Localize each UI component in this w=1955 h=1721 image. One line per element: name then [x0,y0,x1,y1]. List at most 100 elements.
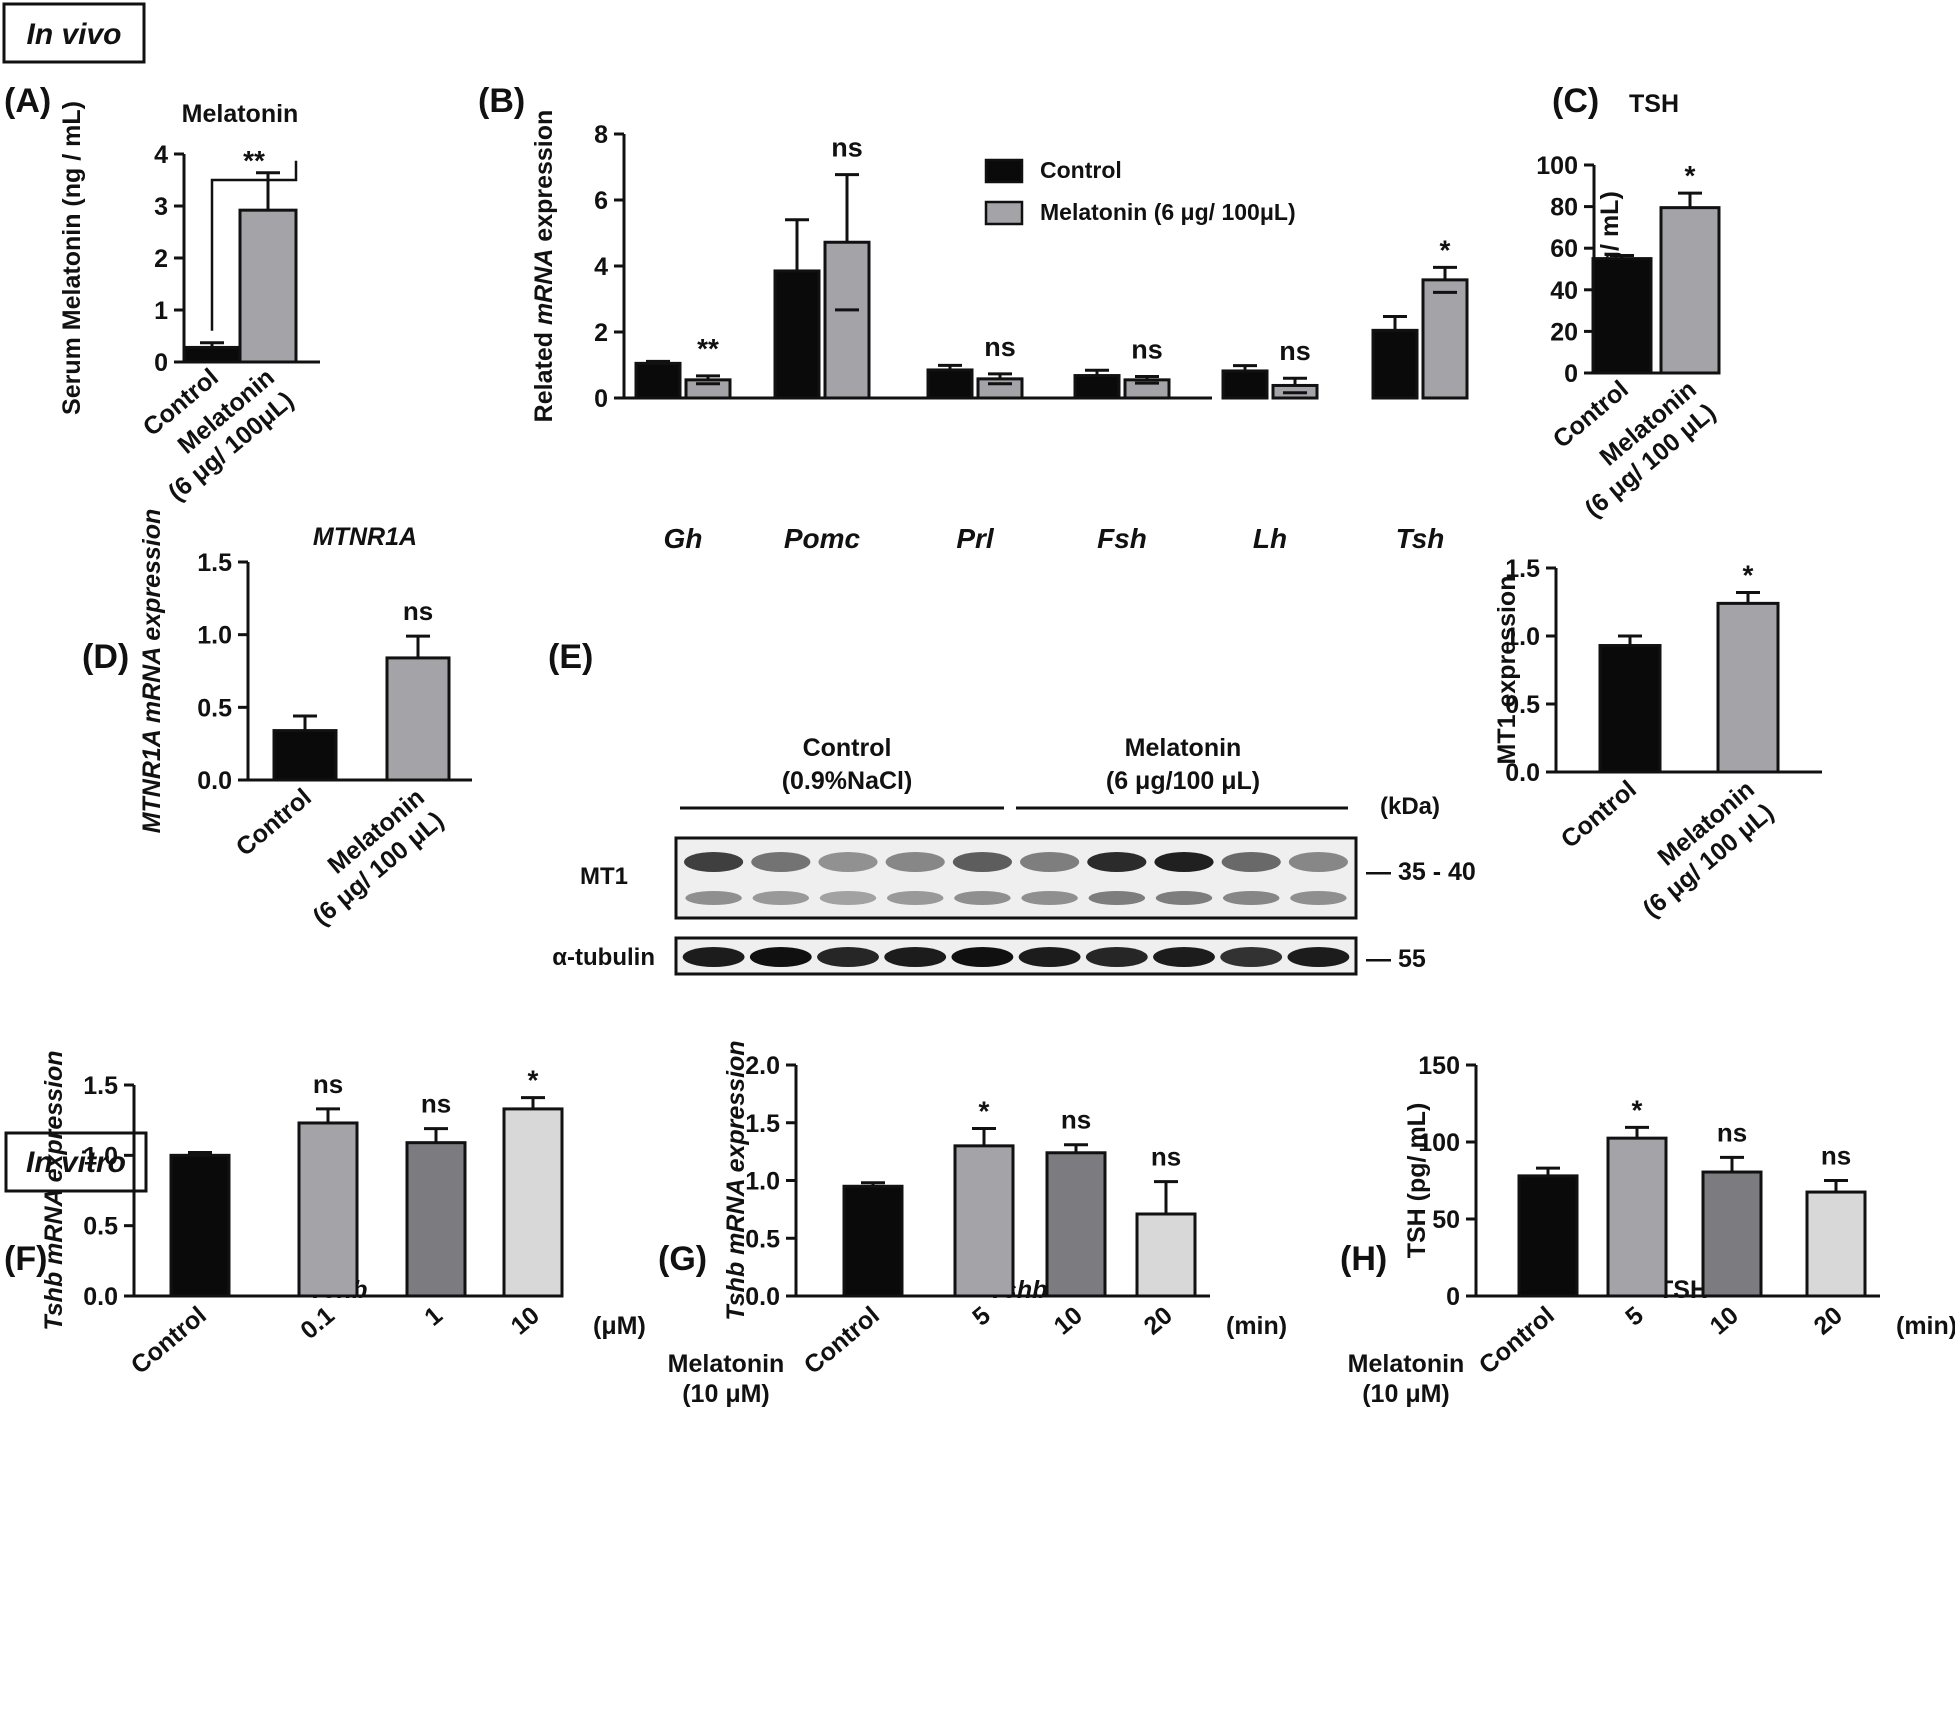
panel-label-e: (E) [548,638,593,676]
y-tick-label-D: 0.0 [197,767,232,795]
category-label-H-0: Control [1474,1301,1560,1380]
y-tick-label-A: 3 [154,193,168,221]
category-label-G-3: 20 [1139,1301,1178,1340]
bar-G-2 [1045,1151,1107,1298]
legend-label-B-0: Control [1040,157,1122,183]
band-mt1-lower [1021,891,1078,905]
y-tick-label-E: 1.5 [1505,555,1540,583]
y-tick-label-B: 6 [594,187,608,215]
category-label-C-1: Melatonin(6 μg/ 100 μL) [1560,375,1721,523]
y-tick-label-B: 2 [594,319,608,347]
category-label-B-0: Gh [664,523,703,554]
band-tubulin [951,947,1014,967]
band-tubulin [1287,947,1350,967]
band-tubulin [682,947,745,967]
category-label-F-3: 10 [506,1301,545,1340]
bar-F-3 [502,1107,564,1298]
significance-H-3: ns [1821,1141,1851,1171]
y-axis-label-B: Related mRNA expression [530,110,558,423]
significance-B-3: ns [1131,335,1163,365]
y-tick-label-C: 0 [1564,360,1578,388]
y-tick-label-G: 1.5 [745,1110,780,1138]
bar-F-0 [169,1153,231,1298]
band-mt1-lower [819,891,877,905]
bar-G-1 [953,1144,1015,1298]
panel-label-d: (D) [82,638,129,676]
band-mt1-lower [1290,891,1347,905]
y-axis-label-D: MTNR1A mRNA expression [138,509,166,834]
band-mt1-upper [818,852,878,872]
in-vitro-label-box: In vitro [4,1131,148,1193]
legend-label-B-1: Melatonin (6 μg/ 100μL) [1040,199,1296,225]
band-mt1-lower [685,891,742,905]
category-label-B-2: Prl [956,523,995,554]
bar-F-2 [405,1141,467,1298]
chart-b-mrna-expression: 0 2 4 6 8 Related mRNA expression ** Gh ns Pomc ns… [530,110,1469,554]
band-mt1-upper [1221,852,1281,872]
blot-row2-kda: — 55 [1366,945,1426,973]
bar-E-0 [1598,644,1662,774]
band-tubulin [884,947,947,967]
significance-bracket-a [210,160,298,331]
in-vivo-label: In vivo [26,18,121,51]
band-mt1-upper [1288,852,1348,872]
legend-swatch-B-1 [984,200,1024,226]
band-mt1-lower [752,891,810,905]
category-label-G-0: Control [799,1301,885,1380]
y-tick-label-E: 1.0 [1505,623,1540,651]
significance-B-0: ** [697,333,719,364]
y-tick-label-E: 0.0 [1505,759,1540,787]
bar-H-3 [1805,1190,1867,1298]
category-label-F-2: 1 [419,1301,448,1331]
y-tick-label-G: 2.0 [745,1052,780,1080]
significance-F-3: * [528,1065,539,1096]
significance-G-1: * [979,1096,990,1127]
significance-D-1: ns [403,596,433,626]
y-tick-label-C: 40 [1550,277,1578,305]
band-tubulin [1085,947,1148,967]
significance-F-2: ns [421,1089,451,1119]
y-tick-label-G: 1.0 [745,1168,780,1196]
y-tick-label-D: 0.5 [197,694,232,722]
bar-B-1-0 [773,269,821,400]
bar-B-1-1 [823,240,871,400]
category-label-E-0: Control [1556,775,1642,854]
bar-F-1 [297,1121,359,1298]
y-tick-label-A: 0 [154,349,168,377]
bar-E-1 [1716,601,1780,774]
group-label-H: Melatonin (10 μM) [1348,1350,1465,1408]
band-mt1-upper [1154,852,1214,872]
blot-row1-kda: — 35 - 40 [1366,858,1476,886]
y-tick-label-B: 8 [594,121,608,149]
bar-H-1 [1606,1136,1668,1298]
panel-label-c: (C) [1552,82,1599,120]
significance-H-2: ns [1717,1117,1747,1147]
significance-E-1: * [1743,559,1754,590]
significance-G-2: ns [1061,1105,1091,1135]
y-tick-label-H: 150 [1418,1052,1460,1080]
group-label-G: Melatonin (10 μM) [668,1350,785,1408]
chart-title-A: Melatonin [182,100,299,128]
category-label-G-1: 5 [967,1301,996,1331]
y-tick-label-C: 80 [1550,194,1578,222]
significance-B-4: ns [1279,336,1311,366]
category-label-F-1: 0.1 [295,1301,340,1345]
category-label-D-0: Control [231,783,317,862]
category-label-H-1: 5 [1620,1301,1649,1331]
panel-label-f: (F) [4,1240,47,1278]
y-tick-label-C: 60 [1550,235,1578,263]
category-label-B-4: Lh [1253,523,1287,554]
bar-C-0 [1591,257,1653,375]
in-vitro-label: In vitro [26,1146,126,1179]
bar-B-2-0 [926,368,974,400]
band-mt1-lower [954,891,1011,905]
in-vivo-label-box: In vivo [2,2,146,64]
category-label-B-3: Fsh [1097,523,1147,554]
category-label-B-5: Tsh [1396,523,1445,554]
y-tick-label-B: 4 [594,253,608,281]
unit-label-H: (min) [1896,1312,1955,1340]
band-mt1-lower [1155,891,1213,905]
y-axis-label-G: Tshb mRNA expression [722,1040,750,1320]
y-tick-label-F: 0.0 [83,1283,118,1311]
panel-label-a: (A) [4,82,51,120]
